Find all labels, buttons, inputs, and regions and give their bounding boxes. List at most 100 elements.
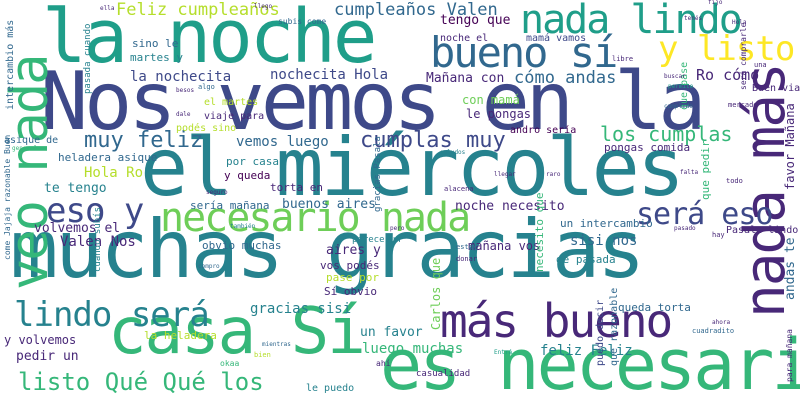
- word: come Jajaja razonable Buen: [3, 134, 12, 260]
- word: mientras: [262, 341, 291, 348]
- word: martes y: [130, 51, 183, 64]
- word: noche el: [440, 33, 489, 44]
- word: buscar: [664, 73, 686, 80]
- word: asique de: [4, 135, 59, 146]
- word: será eso: [636, 197, 773, 232]
- word: la heladera: [144, 329, 217, 342]
- word: el miércoles: [140, 121, 685, 214]
- word: listo Qué Qué los: [18, 368, 264, 396]
- word: intercambio más: [5, 19, 16, 110]
- word: mañana vos: [468, 239, 541, 253]
- word: Pasala lindo: [726, 225, 799, 236]
- word: permite: [668, 83, 694, 90]
- word: fijo: [708, 0, 723, 6]
- word: sino le: [132, 37, 179, 50]
- word: cómo andas: [514, 68, 617, 88]
- word: Buen viaje: [752, 83, 800, 94]
- word: andas te: [783, 237, 798, 300]
- word: obvio muchas: [202, 239, 282, 252]
- word: andro sería: [510, 125, 577, 136]
- word: pedir un: [16, 349, 79, 364]
- word: pasada cuando: [83, 23, 93, 94]
- word: también: [230, 223, 256, 230]
- word: bien: [254, 351, 271, 359]
- word: y queda: [224, 169, 271, 182]
- word: los cumplas: [600, 122, 733, 146]
- word: cumpleaños Valen: [334, 0, 498, 20]
- word: subis come: [278, 17, 327, 26]
- word: cuadradito: [692, 327, 735, 335]
- word: feliz Feliz: [540, 343, 633, 359]
- word: con mamá: [462, 93, 520, 107]
- word: viaje para: [204, 111, 265, 122]
- word: casualidad: [416, 369, 471, 379]
- word: todo: [726, 177, 743, 185]
- word: y volvemos: [4, 333, 77, 347]
- word: gracias Pasala: [373, 136, 383, 212]
- word: que pedir: [699, 140, 712, 200]
- word: volvemos el: [34, 221, 121, 236]
- word: pasado: [674, 225, 696, 232]
- word: luego muchas: [362, 341, 464, 357]
- word: casa Sí: [108, 295, 366, 369]
- word: de pasada: [556, 253, 616, 266]
- word: general: [12, 145, 38, 152]
- word: torta en: [270, 181, 323, 194]
- word: Ro cómo: [696, 66, 760, 84]
- word: estoy: [456, 243, 478, 251]
- word: queda torta: [618, 301, 691, 314]
- word: la noche: [42, 0, 377, 80]
- word: favor Mañana: [783, 103, 797, 190]
- word: muy feliz: [84, 128, 204, 153]
- word: gracias sisi: [250, 301, 352, 317]
- word: algo: [198, 83, 215, 91]
- word: mercado: [728, 101, 758, 109]
- word: parece un: [352, 235, 401, 245]
- word: sisi nos: [570, 233, 638, 249]
- word: vemos luego: [236, 134, 329, 150]
- word: bueno sí: [430, 28, 618, 77]
- word: pase por: [326, 271, 379, 284]
- word: más bueno: [440, 294, 673, 348]
- word: alacena: [444, 185, 474, 193]
- word: que razonable: [609, 287, 620, 366]
- word: podés sino: [176, 123, 237, 134]
- word: falta: [680, 169, 699, 176]
- word: Hola Ro: [84, 165, 144, 181]
- word: ahí: [376, 359, 391, 368]
- word: nochecita Hola: [270, 67, 389, 83]
- word: por casa: [226, 155, 279, 168]
- word: aires y: [326, 243, 381, 258]
- word: tengo que: [440, 13, 511, 28]
- word: le pongas: [466, 107, 532, 121]
- word: un favor: [360, 325, 423, 340]
- word: Valen Nos: [60, 234, 136, 250]
- word: necesito que: [533, 192, 546, 272]
- word: lindo será: [14, 295, 210, 335]
- word: compro: [198, 263, 220, 270]
- word: un intercambio: [560, 217, 653, 230]
- word: saludos: [440, 149, 466, 156]
- word: sería mañana: [190, 199, 270, 212]
- word: seguro: [206, 189, 228, 196]
- word: dale: [176, 111, 191, 118]
- word: cumplido: [664, 103, 693, 110]
- word: okaa: [220, 359, 240, 368]
- word: será comprarle: [739, 22, 748, 90]
- word: necesario nada: [160, 195, 471, 241]
- word: cumplas muy: [360, 128, 506, 153]
- word: ella: [100, 5, 115, 12]
- word: pongas comida: [604, 141, 691, 154]
- word: tenés: [684, 15, 703, 22]
- word: nada lindo: [520, 0, 743, 43]
- word: Sí obvio: [324, 285, 377, 298]
- word: libre: [612, 55, 634, 63]
- word: Carlos que: [429, 257, 443, 330]
- word: y listo: [658, 29, 795, 69]
- word: Hola: [732, 19, 747, 26]
- word: es necesario: [380, 324, 800, 400]
- word: mamá vamos: [526, 33, 587, 44]
- word: noche necesito: [455, 199, 565, 214]
- word: eso y: [46, 191, 144, 231]
